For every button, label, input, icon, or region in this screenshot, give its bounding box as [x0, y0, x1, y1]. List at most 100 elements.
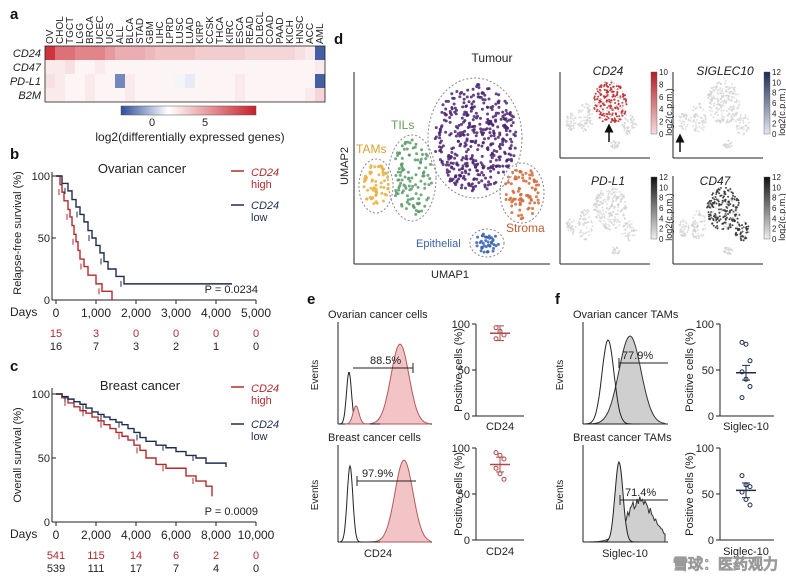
- feature-point: [617, 120, 620, 123]
- y-tick-label: 50: [458, 489, 470, 501]
- umap-point: [509, 124, 513, 128]
- feature-point: [566, 223, 569, 226]
- heatmap-column-label: PAAD: [275, 18, 286, 45]
- feature-point: [629, 114, 632, 117]
- feature-point: [727, 226, 730, 229]
- heatmap-column-label: KIRC: [225, 20, 236, 44]
- data-point: [743, 497, 749, 503]
- feature-point: [615, 85, 618, 88]
- feature-point: [716, 190, 719, 193]
- umap-point: [394, 157, 398, 161]
- umap-point: [452, 167, 456, 171]
- feature-point: [725, 101, 728, 104]
- umap-point: [505, 133, 509, 137]
- umap-point: [521, 173, 525, 177]
- umap-point: [476, 148, 480, 152]
- risk-high-count: 6: [173, 550, 179, 562]
- umap-point: [374, 194, 378, 198]
- feature-point: [613, 87, 616, 90]
- feature-point: [630, 124, 633, 127]
- feature-point: [606, 113, 609, 116]
- feature-point: [611, 214, 614, 217]
- feature-point: [620, 113, 623, 116]
- km-c-xlabel: Days: [10, 527, 37, 541]
- heatmap-cells: [45, 46, 325, 102]
- feature-point: [617, 206, 620, 209]
- feature-point: [618, 115, 621, 118]
- feature-point: [595, 201, 598, 204]
- feature-point: [568, 126, 571, 129]
- umap-point: [508, 111, 512, 115]
- feature-point: [704, 216, 707, 219]
- feature-point: [718, 119, 721, 122]
- feature-point: [711, 222, 714, 225]
- heatmap-cell: [245, 46, 255, 60]
- umap-point: [494, 111, 498, 115]
- feature-point: [725, 228, 728, 231]
- feature-point: [574, 225, 577, 228]
- umap-point: [382, 185, 386, 189]
- feature-point: [623, 125, 626, 128]
- umap-point: [520, 213, 524, 217]
- feature-point: [724, 217, 727, 220]
- feature-point: [714, 113, 717, 116]
- umap-point: [411, 146, 415, 150]
- feature-point: [615, 119, 618, 122]
- heatmap-cell: [235, 60, 245, 74]
- feature-point: [731, 249, 734, 252]
- feature-point: [600, 189, 603, 192]
- feature-point: [584, 232, 587, 235]
- heatmap-cell: [215, 88, 225, 102]
- feature-point: [708, 217, 711, 220]
- feature-point: [609, 101, 612, 104]
- feature-point: [727, 144, 730, 147]
- feature-point: [711, 192, 714, 195]
- heatmap-cell: [295, 60, 305, 74]
- feature-point: [631, 116, 634, 119]
- feature-point: [583, 222, 586, 225]
- feature-point: [685, 113, 688, 116]
- umap-point: [474, 159, 478, 163]
- feature-point: [736, 93, 739, 96]
- feature-point: [584, 218, 587, 221]
- feature-point: [580, 127, 583, 130]
- umap-point: [475, 244, 479, 248]
- umap-point: [414, 173, 418, 177]
- umap-point: [504, 129, 508, 133]
- umap-point: [441, 103, 445, 107]
- feature-point: [728, 86, 731, 89]
- umap-point: [370, 178, 374, 182]
- feature-point: [611, 141, 614, 144]
- umap-point: [450, 147, 454, 151]
- feature-point: [701, 108, 704, 111]
- umap-point: [464, 171, 468, 175]
- feature-point: [603, 215, 606, 218]
- heatmap-cell: [235, 88, 245, 102]
- feature-point: [727, 205, 730, 208]
- feature-point: [626, 133, 629, 136]
- feature-point: [631, 121, 634, 124]
- feature-point: [698, 235, 701, 238]
- feature-point: [586, 125, 589, 128]
- umap-point: [467, 182, 471, 186]
- feature-point: [735, 113, 738, 116]
- umap-point: [450, 150, 454, 154]
- feature-point: [746, 117, 749, 120]
- feature-point: [570, 124, 573, 127]
- umap-point: [444, 163, 448, 167]
- umap-point: [495, 149, 499, 153]
- feature-point: [720, 94, 723, 97]
- umap-point: [474, 134, 478, 138]
- feature-point: [732, 204, 735, 207]
- feature-point: [613, 195, 616, 198]
- umap-point: [511, 170, 515, 174]
- feature-point: [615, 198, 618, 201]
- feature-point: [748, 231, 751, 234]
- scale-label: log2(c.p.m.): [777, 193, 786, 241]
- feature-point: [725, 216, 728, 219]
- feature-point: [730, 118, 733, 121]
- umap-point: [497, 155, 501, 159]
- feature-point: [722, 92, 725, 95]
- umap-point: [537, 201, 541, 205]
